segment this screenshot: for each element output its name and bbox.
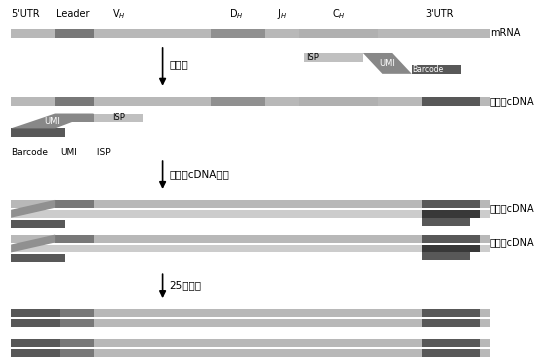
Bar — [11, 220, 65, 228]
Text: 第二链cDNA: 第二链cDNA — [490, 203, 535, 213]
Text: Barcode: Barcode — [413, 65, 444, 74]
Polygon shape — [363, 53, 411, 74]
Text: C$_H$: C$_H$ — [331, 7, 346, 21]
Bar — [11, 339, 60, 347]
Bar — [421, 252, 470, 260]
Text: V$_H$: V$_H$ — [112, 7, 125, 21]
Bar — [55, 349, 94, 357]
Text: ISP: ISP — [112, 113, 125, 122]
Bar — [265, 29, 299, 38]
Bar — [421, 97, 480, 105]
Bar — [55, 97, 94, 105]
Text: Barcode: Barcode — [11, 148, 48, 157]
Text: 5'UTR: 5'UTR — [11, 9, 40, 19]
Bar — [94, 113, 143, 122]
Text: J$_H$: J$_H$ — [277, 7, 287, 21]
Text: UMI: UMI — [60, 148, 77, 157]
Text: 第一链cDNA: 第一链cDNA — [490, 96, 535, 106]
Bar — [211, 29, 265, 38]
Bar — [421, 349, 480, 357]
Bar — [421, 218, 470, 226]
Bar — [55, 235, 94, 243]
Text: 25个循环: 25个循环 — [169, 280, 202, 290]
Bar — [299, 97, 378, 105]
Bar — [55, 309, 94, 317]
Text: 第二链cDNA合成: 第二链cDNA合成 — [169, 169, 229, 179]
Bar — [11, 349, 490, 357]
Text: UMI: UMI — [44, 117, 60, 126]
Bar — [421, 319, 480, 327]
Bar — [421, 339, 480, 347]
Bar — [11, 309, 60, 317]
Text: mRNA: mRNA — [490, 28, 520, 38]
Bar — [55, 29, 94, 38]
Text: Leader: Leader — [56, 9, 89, 19]
Bar — [11, 29, 490, 38]
Polygon shape — [55, 113, 94, 122]
Polygon shape — [11, 200, 55, 218]
Bar — [421, 235, 480, 243]
Text: ISP: ISP — [94, 148, 111, 157]
Bar — [11, 309, 490, 317]
Text: 第二链cDNA: 第二链cDNA — [490, 238, 535, 248]
Bar — [11, 235, 490, 243]
Bar — [11, 319, 490, 327]
Bar — [11, 129, 65, 137]
Bar — [421, 200, 480, 208]
Text: 3'UTR: 3'UTR — [425, 9, 453, 19]
Bar — [11, 244, 490, 252]
Text: ISP: ISP — [306, 53, 319, 62]
Bar — [55, 200, 94, 208]
Bar — [11, 339, 490, 347]
Bar — [11, 97, 490, 105]
Bar — [94, 97, 211, 105]
Bar — [11, 349, 60, 357]
Text: D$_H$: D$_H$ — [228, 7, 243, 21]
Bar — [265, 97, 299, 105]
Bar — [11, 200, 490, 208]
Text: UMI: UMI — [379, 60, 395, 68]
Bar — [421, 244, 480, 252]
Polygon shape — [11, 235, 55, 252]
Polygon shape — [11, 113, 94, 129]
Bar — [211, 97, 265, 105]
Bar — [55, 319, 94, 327]
Bar — [299, 29, 378, 38]
Bar — [55, 339, 94, 347]
Bar — [11, 319, 60, 327]
Bar — [11, 255, 65, 262]
Bar — [421, 210, 480, 218]
Text: 逆转录: 逆转录 — [169, 59, 188, 69]
Bar — [304, 53, 363, 62]
Bar — [411, 65, 461, 74]
Bar — [11, 210, 490, 218]
Bar — [421, 309, 480, 317]
Bar — [94, 29, 211, 38]
